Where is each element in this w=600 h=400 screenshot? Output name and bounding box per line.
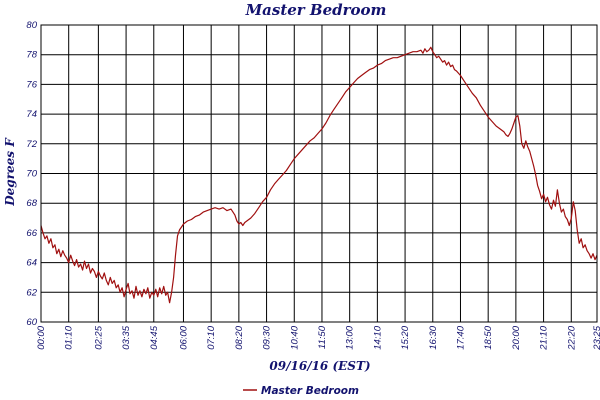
y-tick-label: 76	[26, 79, 37, 90]
x-tick-label: 15:20	[400, 325, 411, 349]
y-tick-label: 72	[26, 139, 37, 150]
series-line-master-bedroom	[40, 46, 598, 304]
x-tick-label: 23:25	[592, 325, 600, 350]
x-tick-label: 18:50	[483, 325, 494, 349]
y-tick-label: 80	[26, 20, 37, 31]
x-axis-title: 09/16/16 (EST)	[269, 359, 370, 373]
y-tick-label: 66	[26, 228, 37, 239]
x-tick-label: 02:25	[93, 325, 104, 349]
x-tick-label: 11:50	[317, 325, 328, 349]
y-tick-label: 74	[26, 109, 37, 120]
y-tick-label: 60	[26, 317, 37, 328]
x-tick-label: 07:10	[206, 325, 217, 349]
x-tick-label: 22:20	[566, 325, 577, 350]
x-tick-label: 20:00	[511, 325, 522, 350]
series-lines	[40, 46, 598, 304]
x-tick-label: 01:10	[64, 325, 75, 349]
x-axis-ticks: 00:00 01:10 02:25 03:35 04:45 06:00 07:10 08:20…	[36, 325, 600, 350]
y-tick-label: 64	[26, 258, 37, 269]
x-tick-label: 00:00	[36, 325, 47, 349]
x-tick-label: 06:00	[178, 325, 189, 349]
x-tick-label: 17:40	[455, 325, 466, 349]
legend: Master Bedroom	[243, 385, 359, 397]
x-tick-label: 03:35	[121, 325, 132, 349]
x-tick-label: 08:20	[234, 325, 245, 349]
plot-frame	[40, 24, 598, 323]
x-tick-label: 09:30	[262, 325, 273, 349]
x-tick-label: 04:45	[149, 325, 160, 349]
chart-title: Master Bedroom	[245, 1, 387, 19]
y-tick-label: 62	[26, 287, 37, 298]
grid	[40, 24, 598, 323]
y-tick-label: 78	[26, 50, 37, 61]
y-axis-title: Degrees F	[3, 137, 17, 207]
x-tick-label: 10:40	[289, 325, 300, 349]
x-tick-label: 21:10	[539, 325, 550, 350]
x-tick-label: 13:00	[345, 325, 356, 349]
legend-label: Master Bedroom	[261, 385, 359, 397]
y-tick-label: 68	[26, 198, 37, 209]
y-tick-label: 70	[26, 169, 37, 180]
x-tick-label: 16:30	[428, 325, 439, 349]
x-tick-label: 14:10	[372, 325, 383, 349]
y-axis-ticks: 60 62 64 66 68 70 72 74 76 78 80	[26, 20, 37, 328]
